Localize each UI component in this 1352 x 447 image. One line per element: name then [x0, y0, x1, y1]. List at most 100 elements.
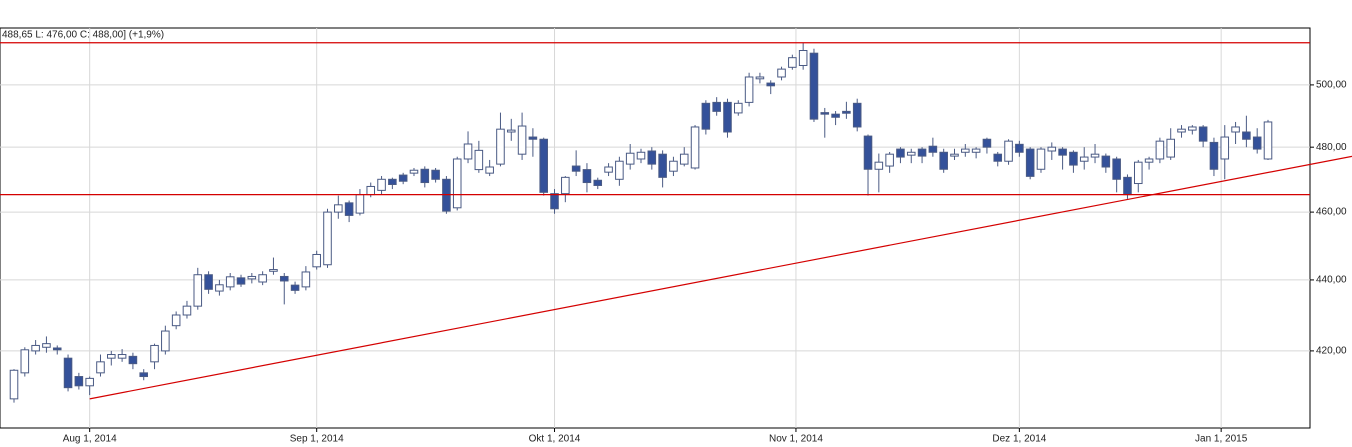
candle-body: [842, 110, 851, 114]
candle-body: [1166, 138, 1175, 158]
candle-body: [604, 166, 613, 173]
candle-body: [377, 178, 386, 191]
candle-body: [1058, 148, 1067, 156]
candle-body: [615, 160, 624, 180]
candle-body: [625, 152, 635, 165]
candle-body: [906, 151, 916, 156]
candle-body: [496, 128, 505, 165]
candle-body: [539, 138, 548, 193]
candle-body: [117, 354, 127, 359]
candle-body: [431, 169, 440, 180]
x-tick-label: Nov 1, 2014: [769, 434, 823, 445]
candle-body: [571, 165, 581, 172]
candle-body: [204, 274, 213, 290]
candle-body: [215, 284, 224, 292]
candle-body: [128, 355, 138, 365]
candle-body: [961, 148, 970, 153]
candle-body: [712, 101, 721, 112]
candle-body: [1188, 126, 1197, 131]
candle-body: [1025, 148, 1035, 177]
x-tick-label: Okt 1, 2014: [529, 434, 581, 445]
candle-body: [334, 204, 343, 213]
y-tick-label: 440,00: [1316, 275, 1347, 286]
y-tick-label: 420,00: [1316, 346, 1347, 357]
candle-body: [679, 153, 689, 165]
candle-body: [52, 347, 62, 351]
candle-body: [290, 284, 300, 291]
candle-body: [1101, 155, 1111, 168]
candle-body: [550, 193, 559, 210]
y-tick-label: 460,00: [1316, 207, 1347, 218]
candle-body: [1177, 128, 1186, 133]
candle-body: [658, 153, 667, 178]
candle-body: [766, 82, 776, 87]
candle-body: [1112, 158, 1121, 180]
y-tick-label: 480,00: [1316, 142, 1347, 153]
candle-body: [561, 176, 570, 195]
candle-body: [225, 276, 235, 288]
candle-body: [863, 135, 873, 170]
candle-body: [182, 305, 192, 316]
candle-body: [452, 158, 462, 209]
candle-body: [647, 150, 657, 165]
candle-body: [928, 145, 938, 153]
candle-body: [301, 271, 311, 288]
candle-body: [701, 102, 711, 130]
candle-body: [809, 52, 819, 120]
candle-body: [63, 357, 73, 389]
candle-body: [366, 185, 376, 196]
candle-body: [1231, 126, 1240, 133]
candle-body: [344, 202, 354, 216]
plot-area: [0, 27, 1311, 429]
candle-body: [1220, 136, 1230, 160]
candle-body: [485, 166, 494, 174]
candle-body: [798, 50, 808, 66]
candle-body: [723, 101, 732, 133]
y-tick-label: 500,00: [1316, 80, 1347, 91]
candle-body: [150, 344, 159, 363]
candle-body: [1004, 140, 1013, 162]
candle-body: [777, 68, 786, 78]
candle-body: [398, 174, 408, 182]
candle-body: [506, 129, 516, 133]
candle-body: [744, 76, 754, 103]
candle-body: [1133, 161, 1143, 185]
header-annotation: 488,65 L: 476,00 C: 488,00] (+1,9%): [2, 30, 164, 41]
candle-body: [831, 113, 840, 118]
candle-body: [971, 148, 981, 153]
candle-body: [1069, 151, 1078, 166]
candle-body: [107, 354, 116, 359]
candle-body: [236, 277, 246, 285]
candle-body: [939, 151, 948, 170]
candle-body: [1047, 146, 1057, 152]
candle-body: [1242, 131, 1251, 140]
candle-body: [171, 314, 181, 327]
candle-body: [20, 349, 30, 374]
candle-body: [355, 194, 365, 214]
candle-body: [820, 112, 830, 115]
candle-body: [517, 125, 527, 155]
candle-body: [917, 148, 927, 157]
candle-body: [1198, 126, 1208, 142]
candle-body: [312, 253, 321, 268]
candle-body: [669, 160, 678, 172]
candle-body: [193, 274, 203, 307]
candle-body: [582, 169, 592, 184]
candle-body: [734, 102, 743, 114]
candle-body: [388, 178, 397, 185]
candle-body: [1252, 136, 1262, 150]
candle-body: [528, 136, 538, 140]
x-tick-label: Dez 1, 2014: [992, 434, 1046, 445]
candle-body: [409, 169, 419, 174]
x-tick-label: Aug 1, 2014: [63, 434, 117, 445]
x-tick-label: Jan 1, 2015: [1195, 434, 1248, 445]
candle-body: [1015, 143, 1024, 153]
candle-body: [96, 361, 105, 374]
candle-body: [885, 153, 894, 167]
candle-body: [690, 126, 700, 169]
candle-body: [1144, 158, 1154, 163]
candle-body: [1263, 121, 1273, 160]
candle-body: [279, 275, 289, 282]
candle-body: [247, 275, 257, 280]
